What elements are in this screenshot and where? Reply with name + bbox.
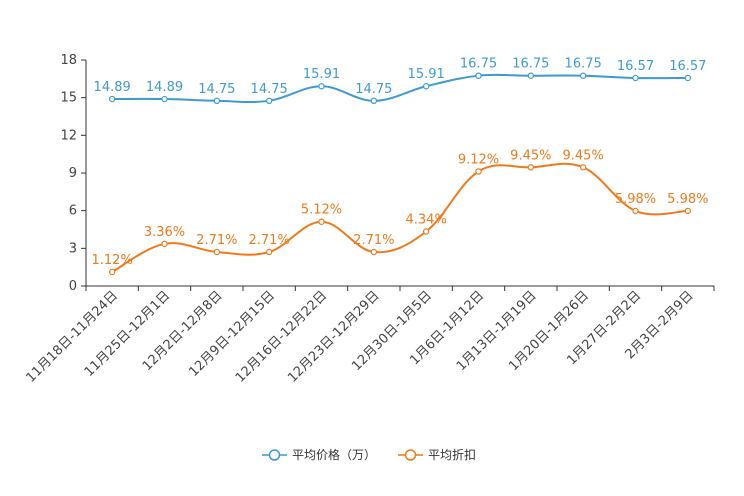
x-tick-label: 12月16日-12月22日	[233, 288, 330, 385]
data-label: 3.36%	[144, 225, 185, 240]
y-tick-label: 12	[60, 128, 77, 143]
data-point	[579, 72, 587, 79]
data-point	[161, 95, 168, 103]
data-label: 16.75	[512, 57, 549, 72]
data-point	[475, 72, 482, 79]
data-point	[632, 74, 639, 82]
x-tick-label: 11月18日-11月24日	[24, 288, 121, 385]
data-point	[213, 248, 221, 256]
x-tick-label: 12月23日-12月29日	[285, 288, 382, 385]
data-point	[161, 240, 168, 248]
data-point	[370, 248, 378, 256]
y-tick-label: 0	[69, 279, 77, 294]
data-label: 16.75	[565, 57, 602, 72]
legend-marker-icon	[404, 449, 417, 461]
legend-label: 平均折扣	[428, 447, 476, 462]
y-tick-label: 18	[60, 53, 77, 68]
data-label: 15.91	[408, 67, 445, 82]
legend-item-0[interactable]: 平均价格（万）	[262, 447, 376, 462]
data-label: 2.71%	[196, 233, 237, 248]
data-label: 2.71%	[353, 233, 394, 248]
data-label: 14.89	[146, 80, 183, 95]
data-point	[527, 164, 535, 171]
data-point	[108, 95, 116, 103]
data-point	[370, 97, 378, 105]
data-label: 9.45%	[563, 148, 604, 163]
data-label: 5.98%	[615, 192, 656, 207]
data-point	[632, 207, 639, 215]
y-tick-label: 9	[69, 166, 77, 181]
data-point	[318, 218, 325, 225]
data-label: 14.75	[355, 82, 392, 97]
data-label: 14.75	[198, 82, 235, 97]
data-point	[475, 168, 482, 175]
data-point	[213, 97, 221, 105]
data-label: 16.75	[460, 57, 497, 72]
data-label: 9.45%	[510, 148, 551, 163]
y-tick-label: 3	[69, 241, 77, 256]
data-point	[422, 228, 430, 235]
data-point	[527, 72, 535, 79]
data-point	[684, 207, 692, 215]
legend: 平均价格（万） 平均折扣	[262, 447, 476, 462]
series-layer: 14.89 14.89 14.75 14.75 15.91 14.75 15.91 16.75…	[92, 57, 708, 276]
series-1: 1.12% 3.36% 2.71% 2.71% 5.12% 2.71% 4.34% 9.12%…	[92, 148, 708, 276]
series-line	[112, 73, 688, 104]
series-line	[111, 162, 688, 273]
data-point	[318, 83, 325, 90]
data-label: 14.75	[251, 82, 288, 97]
data-point	[422, 83, 430, 90]
data-point	[579, 164, 587, 171]
data-label: 4.34%	[406, 213, 447, 228]
data-label: 14.89	[94, 80, 131, 95]
axes: 036912151811月18日-11月24日11月25日-12月1日12月2日…	[24, 53, 715, 386]
legend-label: 平均价格（万）	[292, 447, 376, 462]
data-label: 5.12%	[301, 203, 342, 218]
legend-item-1[interactable]: 平均折扣	[398, 447, 476, 462]
data-label: 9.12%	[458, 152, 499, 167]
data-point	[265, 248, 273, 256]
y-tick-label: 6	[69, 204, 77, 219]
data-label: 16.57	[617, 59, 654, 74]
data-label: 5.98%	[667, 192, 708, 207]
data-point	[684, 74, 692, 82]
series-0: 14.89 14.89 14.75 14.75 15.91 14.75 15.91 16.75…	[94, 57, 706, 105]
y-tick-label: 15	[60, 91, 77, 106]
data-label: 15.91	[303, 67, 340, 82]
data-label: 1.12%	[92, 253, 133, 268]
data-point	[108, 268, 116, 276]
data-label: 16.57	[669, 59, 706, 74]
legend-marker-icon	[268, 449, 281, 461]
data-label: 2.71%	[249, 233, 290, 248]
data-point	[265, 97, 273, 105]
